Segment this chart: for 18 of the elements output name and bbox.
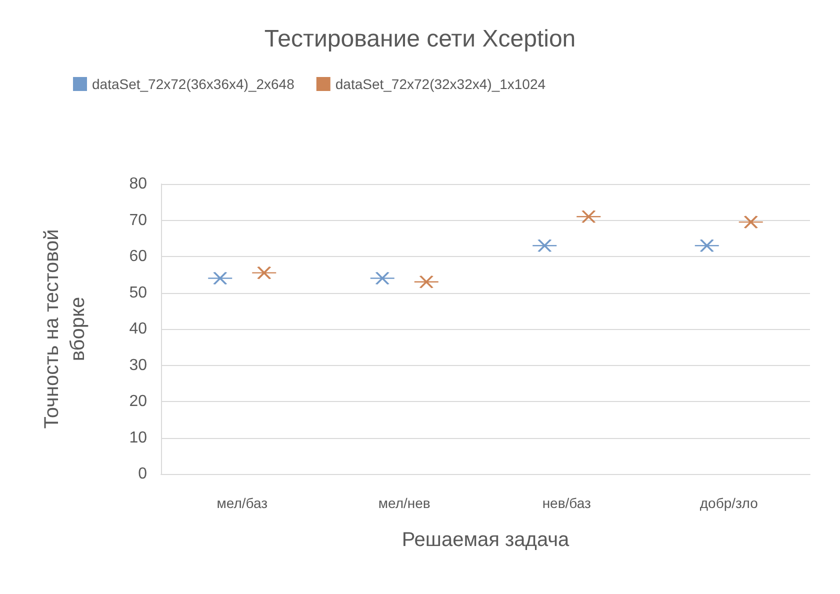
y-tick-label: 50 (129, 284, 148, 302)
y-tick-label: 80 (129, 176, 148, 192)
legend-label: dataSet_72x72(32x32x4)_1x1024 (335, 76, 546, 92)
x-tick-label: мел/баз (216, 495, 268, 511)
y-tick-label: 40 (129, 320, 148, 338)
y-tick-label: 0 (138, 466, 148, 482)
chart-title: Тестирование сети Xception (264, 26, 576, 52)
x-tick-label: нев/баз (542, 495, 591, 511)
y-axis-title: Точность на тестовой вборке (41, 229, 89, 429)
y-tick-label: 60 (129, 248, 148, 265)
legend-label: dataSet_72x72(36x36x4)_2x648 (92, 76, 295, 92)
y-tick-label: 20 (129, 393, 148, 410)
y-tick-label: 10 (129, 429, 148, 446)
y-tick-label: 70 (129, 212, 148, 229)
x-tick-label: добр/зло (700, 495, 758, 511)
y-tick-label: 30 (129, 356, 148, 374)
x-axis-title: Решаемая задача (402, 529, 570, 551)
x-tick-label: мел/нев (378, 495, 430, 511)
